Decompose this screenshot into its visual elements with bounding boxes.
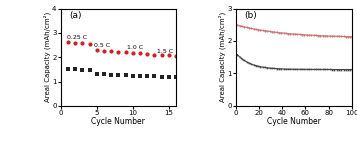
X-axis label: Cycle Number: Cycle Number — [267, 117, 321, 126]
Text: (b): (b) — [244, 11, 257, 20]
Y-axis label: Areal Capacity (mAh/cm²): Areal Capacity (mAh/cm²) — [218, 12, 226, 102]
Text: 0.5 C: 0.5 C — [94, 43, 110, 48]
Text: 0.25 C: 0.25 C — [67, 35, 87, 40]
Y-axis label: Areal Capacity (mAh/cm²): Areal Capacity (mAh/cm²) — [43, 12, 51, 102]
Text: 1.0 C: 1.0 C — [127, 45, 143, 50]
Text: (a): (a) — [69, 11, 81, 20]
Text: 1.5 C: 1.5 C — [157, 49, 173, 54]
X-axis label: Cycle Number: Cycle Number — [91, 117, 145, 126]
